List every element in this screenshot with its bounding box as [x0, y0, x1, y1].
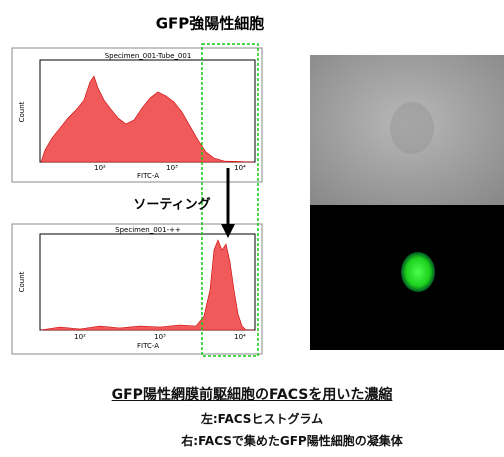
histogram-header: Specimen_001-++ — [115, 226, 181, 234]
x-tick-label: 10² — [74, 333, 86, 341]
x-axis-label: FITC-A — [137, 172, 159, 180]
caption-note: 右:FACSで集めたGFP陽性細胞の凝集体 — [0, 432, 504, 449]
x-tick-label: 10³ — [154, 333, 166, 341]
x-tick-label: 10⁴ — [234, 164, 246, 172]
x-axis-label: FITC-A — [137, 342, 159, 350]
y-axis-label: Count — [18, 101, 26, 122]
figure: GFP強陽性細胞 Specimen_001-Tube_001 Count FIT… — [0, 0, 504, 457]
histogram-header: Specimen_001-Tube_001 — [105, 52, 192, 60]
x-tick-label: 10⁴ — [234, 333, 246, 341]
figure-title: GFP強陽性細胞 — [156, 15, 265, 33]
y-axis-label: Count — [18, 271, 26, 292]
gfp-aggregate — [401, 252, 435, 292]
caption-main: GFP陽性網膜前駆細胞のFACSを用いた濃縮 — [0, 384, 504, 404]
aggregate-shadow — [390, 102, 434, 154]
x-tick-label: 10³ — [166, 164, 178, 172]
figure-graphics: GFP強陽性細胞 Specimen_001-Tube_001 Count FIT… — [0, 0, 504, 380]
caption-note: 左:FACSヒストグラム — [0, 410, 504, 427]
sort-label: ソーティング — [133, 197, 210, 213]
x-tick-label: 10² — [94, 164, 106, 172]
